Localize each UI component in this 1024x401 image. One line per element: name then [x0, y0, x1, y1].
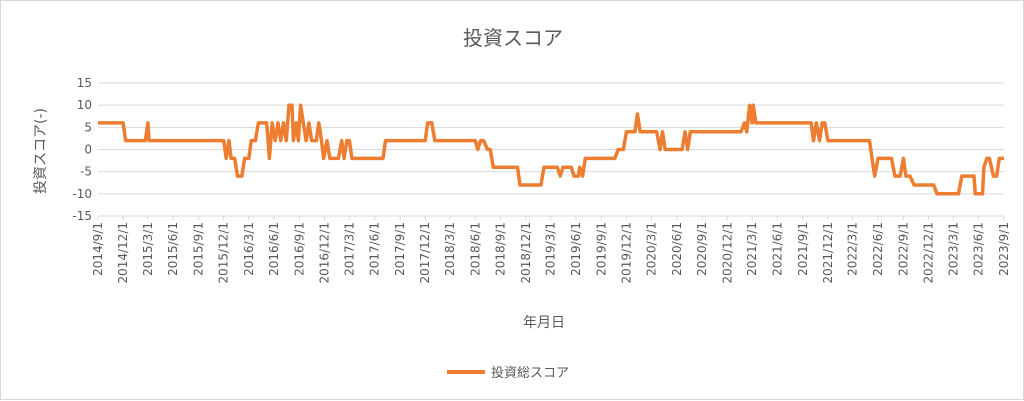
- y-tick-label: 10: [77, 98, 92, 112]
- y-tick-label: 0: [84, 143, 92, 157]
- x-tick-label: 2014/9/1: [91, 222, 105, 276]
- y-axis-label: 投資スコア(-): [33, 108, 49, 194]
- x-tick-label: 2015/6/1: [166, 222, 180, 276]
- x-tick-label: 2016/9/1: [292, 222, 306, 276]
- x-tick-label: 2016/12/1: [318, 222, 332, 284]
- x-tick-label: 2018/3/1: [443, 222, 457, 276]
- x-tick-label: 2022/3/1: [846, 222, 860, 276]
- x-tick-label: 2015/3/1: [141, 222, 155, 276]
- x-tick-label: 2018/9/1: [494, 222, 508, 276]
- y-tick-label: -10: [72, 187, 92, 201]
- x-tick-label: 2019/9/1: [594, 222, 608, 276]
- x-tick-label: 2021/6/1: [770, 222, 784, 276]
- series-line-0: [98, 103, 1004, 196]
- y-tick-label: 5: [84, 120, 92, 134]
- x-axis-ticks: 2014/9/1 2014/12/1 2015/3/1 2015/6/1 2015/9/…: [91, 216, 1011, 284]
- x-tick-label: 2022/6/1: [871, 222, 885, 276]
- x-tick-label: 2020/9/1: [695, 222, 709, 276]
- x-tick-label: 2017/3/1: [342, 222, 356, 276]
- x-tick-label: 2020/6/1: [670, 222, 684, 276]
- x-tick-label: 2020/3/1: [644, 222, 658, 276]
- x-tick-label: 2022/12/1: [921, 222, 935, 284]
- y-axis-ticks: 15 10 5 0 -5 -10 -15: [72, 76, 92, 223]
- legend-label: 投資総スコア: [491, 365, 569, 381]
- x-tick-label: 2023/3/1: [946, 222, 960, 276]
- chart-title: 投資スコア: [463, 26, 563, 50]
- x-tick-label: 2017/6/1: [368, 222, 382, 276]
- y-tick-label: -15: [72, 209, 92, 223]
- x-tick-label: 2022/9/1: [896, 222, 910, 276]
- y-tick-label: 15: [77, 76, 92, 90]
- x-tick-label: 2017/9/1: [393, 222, 407, 276]
- x-axis-label: 年月日: [523, 315, 565, 331]
- x-tick-label: 2014/12/1: [116, 222, 130, 284]
- x-tick-label: 2018/12/1: [519, 222, 533, 284]
- legend: 投資総スコア: [447, 365, 569, 381]
- x-tick-label: 2018/6/1: [468, 222, 482, 276]
- x-tick-label: 2020/12/1: [720, 222, 734, 284]
- y-gridlines: [98, 82, 1004, 217]
- x-tick-label: 2015/9/1: [192, 222, 206, 276]
- x-tick-label: 2021/12/1: [821, 222, 835, 284]
- x-tick-label: 2015/12/1: [217, 222, 231, 284]
- x-tick-label: 2016/6/1: [267, 222, 281, 276]
- x-tick-label: 2019/6/1: [569, 222, 583, 276]
- y-tick-label: -5: [80, 165, 92, 179]
- x-tick-label: 2019/3/1: [544, 222, 558, 276]
- x-tick-label: 2019/12/1: [619, 222, 633, 284]
- x-tick-label: 2023/6/1: [972, 222, 986, 276]
- x-tick-label: 2016/3/1: [242, 222, 256, 276]
- x-tick-label: 2021/9/1: [796, 222, 810, 276]
- x-tick-label: 2017/12/1: [418, 222, 432, 284]
- x-tick-label: 2023/9/1: [997, 222, 1011, 276]
- x-tick-label: 2021/3/1: [745, 222, 759, 276]
- series-layer: [98, 103, 1004, 196]
